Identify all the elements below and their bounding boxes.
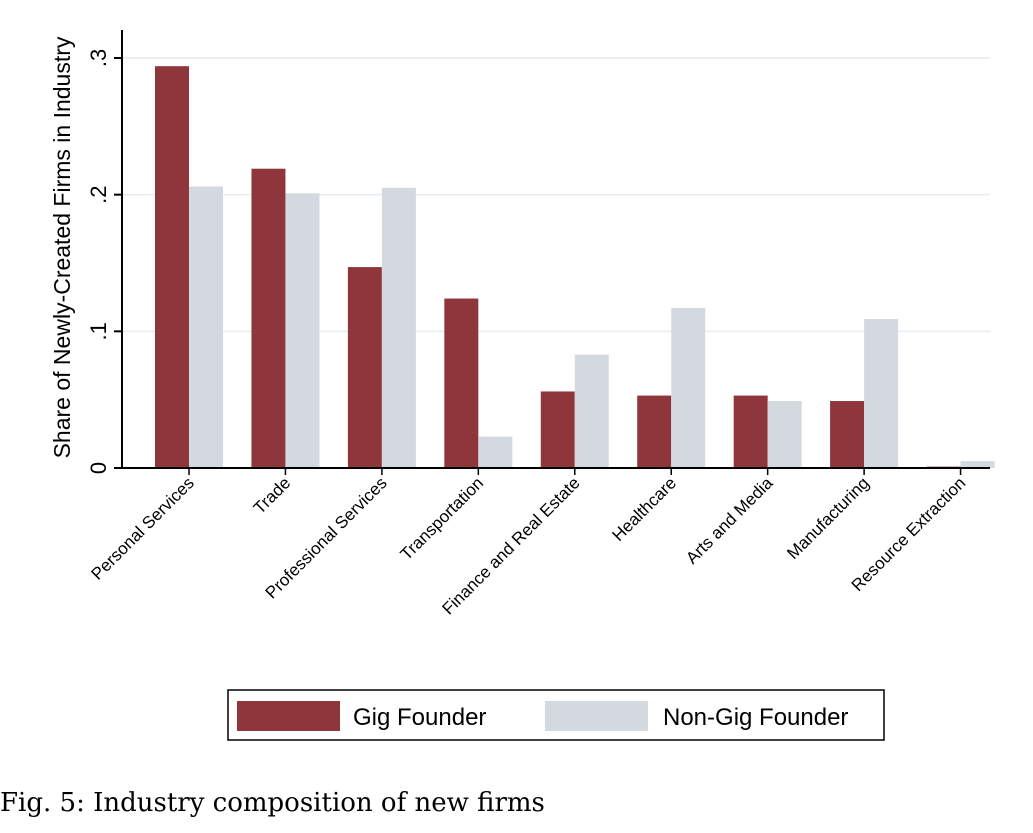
x-tick-label: Healthcare — [608, 473, 680, 545]
x-tick-label: Trade — [250, 473, 294, 517]
legend-label-gig: Gig Founder — [353, 704, 486, 731]
bar-non-gig-5 — [671, 308, 706, 468]
bar-chart: 0.1.2.3 Personal Services TradeProfession… — [49, 30, 995, 741]
legend-label-non-gig: Non-Gig Founder — [663, 704, 848, 731]
legend-swatch-gig — [237, 701, 340, 731]
axes — [121, 30, 990, 469]
y-ticks: 0 .1 .2 .3 — [86, 49, 122, 474]
bar-gig-3 — [444, 298, 479, 468]
legend: Gig Founder Non-Gig Founder — [227, 689, 885, 741]
bar-non-gig-4 — [574, 354, 609, 468]
figure-caption: Fig. 5: Industry composition of new firm… — [0, 788, 545, 818]
bar-non-gig-1 — [285, 193, 320, 469]
bar-non-gig-2 — [381, 187, 416, 469]
bar-non-gig-7 — [864, 319, 899, 468]
bar-gig-7 — [830, 401, 865, 468]
y-axis-title: Share of Newly-Created Firms in Industry — [49, 36, 75, 458]
y-tick-label: .3 — [86, 49, 111, 67]
x-tick-label: Personal Services — [88, 473, 198, 583]
bar-gig-2 — [347, 267, 382, 468]
x-tick-label: Transportation — [397, 473, 487, 563]
bar-gig-5 — [637, 395, 672, 468]
x-tick-label: Arts and Media — [682, 473, 777, 568]
bar-gig-4 — [540, 391, 575, 468]
legend-swatch-non-gig — [545, 701, 648, 731]
bar-gig-6 — [733, 395, 768, 468]
bar-non-gig-3 — [478, 436, 513, 468]
bar-gig-0 — [155, 66, 189, 468]
y-tick-label: .1 — [86, 322, 111, 340]
bar-non-gig-6 — [767, 401, 802, 468]
y-tick-label: 0 — [86, 462, 111, 474]
bars — [155, 66, 995, 469]
y-tick-label: .2 — [86, 185, 111, 203]
bar-non-gig-0 — [189, 186, 223, 468]
bar-non-gig-8 — [960, 461, 995, 468]
x-tick-label: Manufacturing — [783, 473, 873, 563]
bar-gig-1 — [251, 168, 286, 468]
